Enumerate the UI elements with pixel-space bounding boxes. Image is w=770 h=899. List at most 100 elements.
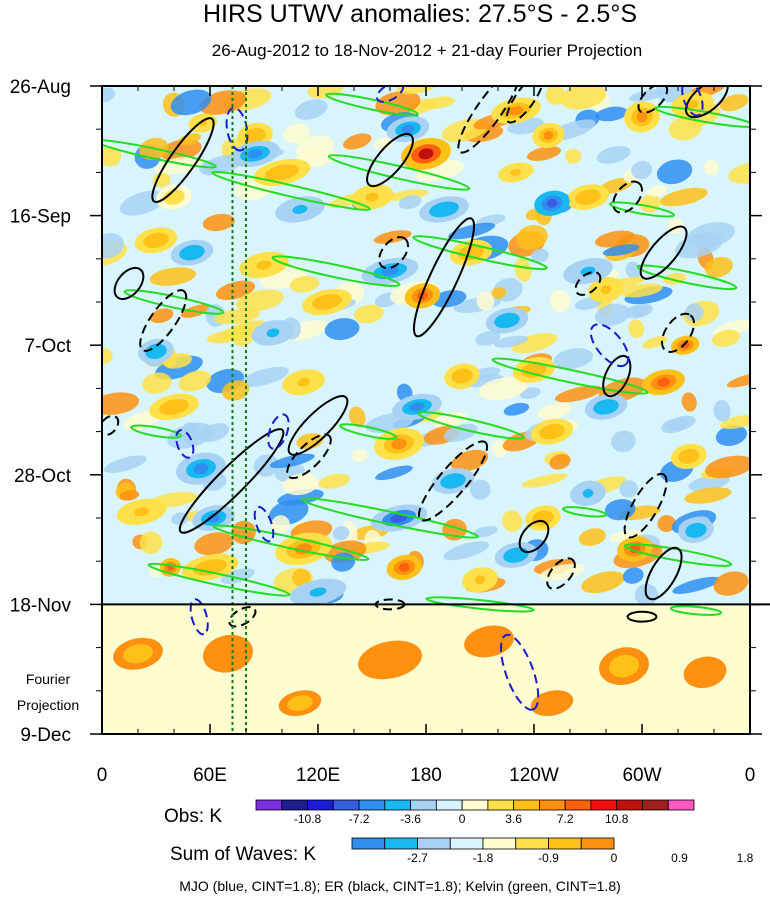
anomaly-cell-core [580, 266, 596, 276]
anomaly-cell [138, 338, 174, 365]
anomaly-cell [494, 542, 538, 568]
er-contour [286, 433, 332, 480]
x-tick-label: 0 [97, 765, 108, 786]
anomaly-cell [678, 517, 714, 543]
legend-swatch [580, 837, 615, 850]
anomaly-cell-core [545, 698, 559, 708]
x-tick-label: 120E [296, 765, 340, 786]
texture-blob [318, 473, 350, 489]
texture-blob [581, 571, 625, 594]
texture-blob [150, 308, 174, 324]
texture-blob [181, 422, 201, 445]
anomaly-cell-core [390, 513, 408, 523]
kelvin-contour [130, 424, 182, 439]
anomaly-cell-core [149, 235, 163, 245]
anomaly-cell [251, 319, 295, 346]
texture-blob [545, 86, 566, 105]
texture-blob [475, 330, 501, 346]
legend-swatch [482, 837, 517, 850]
anomaly-cell-core [409, 402, 425, 412]
er-contour [684, 86, 729, 119]
anomaly-cell [392, 393, 442, 421]
legend-swatch [358, 799, 386, 811]
legend-swatch [461, 799, 489, 811]
legend-swatch [417, 837, 451, 850]
kelvin-contour [562, 506, 607, 518]
kelvin-contour [300, 497, 480, 539]
texture-blob [646, 185, 668, 197]
texture-blob [578, 528, 606, 546]
anomaly-cell-core [401, 124, 415, 134]
texture-blob [373, 230, 412, 244]
texture-blob [494, 335, 528, 348]
anomaly-cell-core [134, 507, 150, 517]
texture-blob [373, 137, 394, 150]
texture-blob [283, 123, 311, 144]
anomaly-cell [275, 196, 325, 223]
anomaly-cell [156, 184, 192, 210]
er-contour [378, 236, 409, 270]
legend-level-label: -0.9 [538, 851, 559, 865]
texture-blob [178, 370, 212, 392]
anomaly-cell-core [546, 198, 558, 208]
er-contour [412, 217, 476, 338]
reference-longitude-lines [231, 86, 247, 734]
legend-swatch [667, 799, 695, 811]
er-contour [644, 546, 683, 601]
anomaly-cell [498, 162, 534, 183]
er-contour [139, 289, 188, 352]
anomaly-cell [358, 640, 422, 680]
anomaly-cell-core [399, 562, 410, 572]
anomaly-cell-core [509, 550, 523, 560]
y-tick-label: 7-Oct [25, 336, 72, 357]
anomaly-cell-core [247, 149, 263, 159]
texture-blob [642, 336, 668, 349]
texture-blob [119, 490, 140, 501]
anomaly-cell-core [201, 562, 219, 572]
texture-blob [704, 455, 750, 479]
legend-swatch [281, 799, 308, 811]
texture-blob [194, 532, 234, 556]
anomaly-cell [419, 196, 469, 223]
legend-swatch [255, 799, 283, 811]
anomaly-cell-core [293, 698, 307, 708]
mjo-contours [175, 86, 704, 711]
anomaly-cell-core [600, 285, 612, 295]
texture-blob [657, 515, 676, 532]
texture-blob [602, 244, 640, 257]
texture-blob [178, 133, 202, 146]
anomaly-cell [350, 184, 394, 210]
legend-swatch [548, 837, 582, 850]
legend-level-label: 7.2 [557, 812, 574, 826]
anomaly-cell [361, 257, 419, 285]
anomaly-cell-core [436, 204, 452, 214]
texture-blob [352, 448, 368, 463]
anomaly-cell [386, 554, 423, 581]
texture-blob [672, 576, 720, 594]
texture-blob [565, 148, 582, 164]
texture-blob [289, 275, 320, 293]
anomaly-cell-core [616, 659, 632, 673]
anomaly-cell-core [207, 513, 221, 523]
x-tick-label: 60W [622, 765, 661, 786]
texture-blob [511, 333, 558, 354]
texture-blob [103, 455, 147, 473]
texture-blob [726, 372, 750, 388]
legend-level-label: 0 [459, 812, 466, 826]
legend-level-label: 10.8 [605, 812, 629, 826]
y-tick-label: 26-Aug [10, 77, 71, 98]
texture-blob [720, 94, 749, 112]
anomaly-cell [624, 101, 660, 133]
anomaly-cell [170, 239, 214, 266]
er-contours [102, 86, 729, 628]
kelvin-contour [102, 139, 217, 169]
legend-level-label: 0.9 [671, 851, 688, 865]
texture-blob [478, 377, 528, 401]
texture-blob [102, 146, 122, 167]
texture-blob [476, 291, 495, 311]
chart-title: HIRS UTWV anomalies: 27.5°S - 2.5°S [203, 0, 637, 28]
er-contour [151, 117, 215, 203]
legend-level-label: 1.8 [737, 851, 754, 865]
texture-blob [221, 380, 250, 401]
texture-blob [170, 89, 212, 116]
